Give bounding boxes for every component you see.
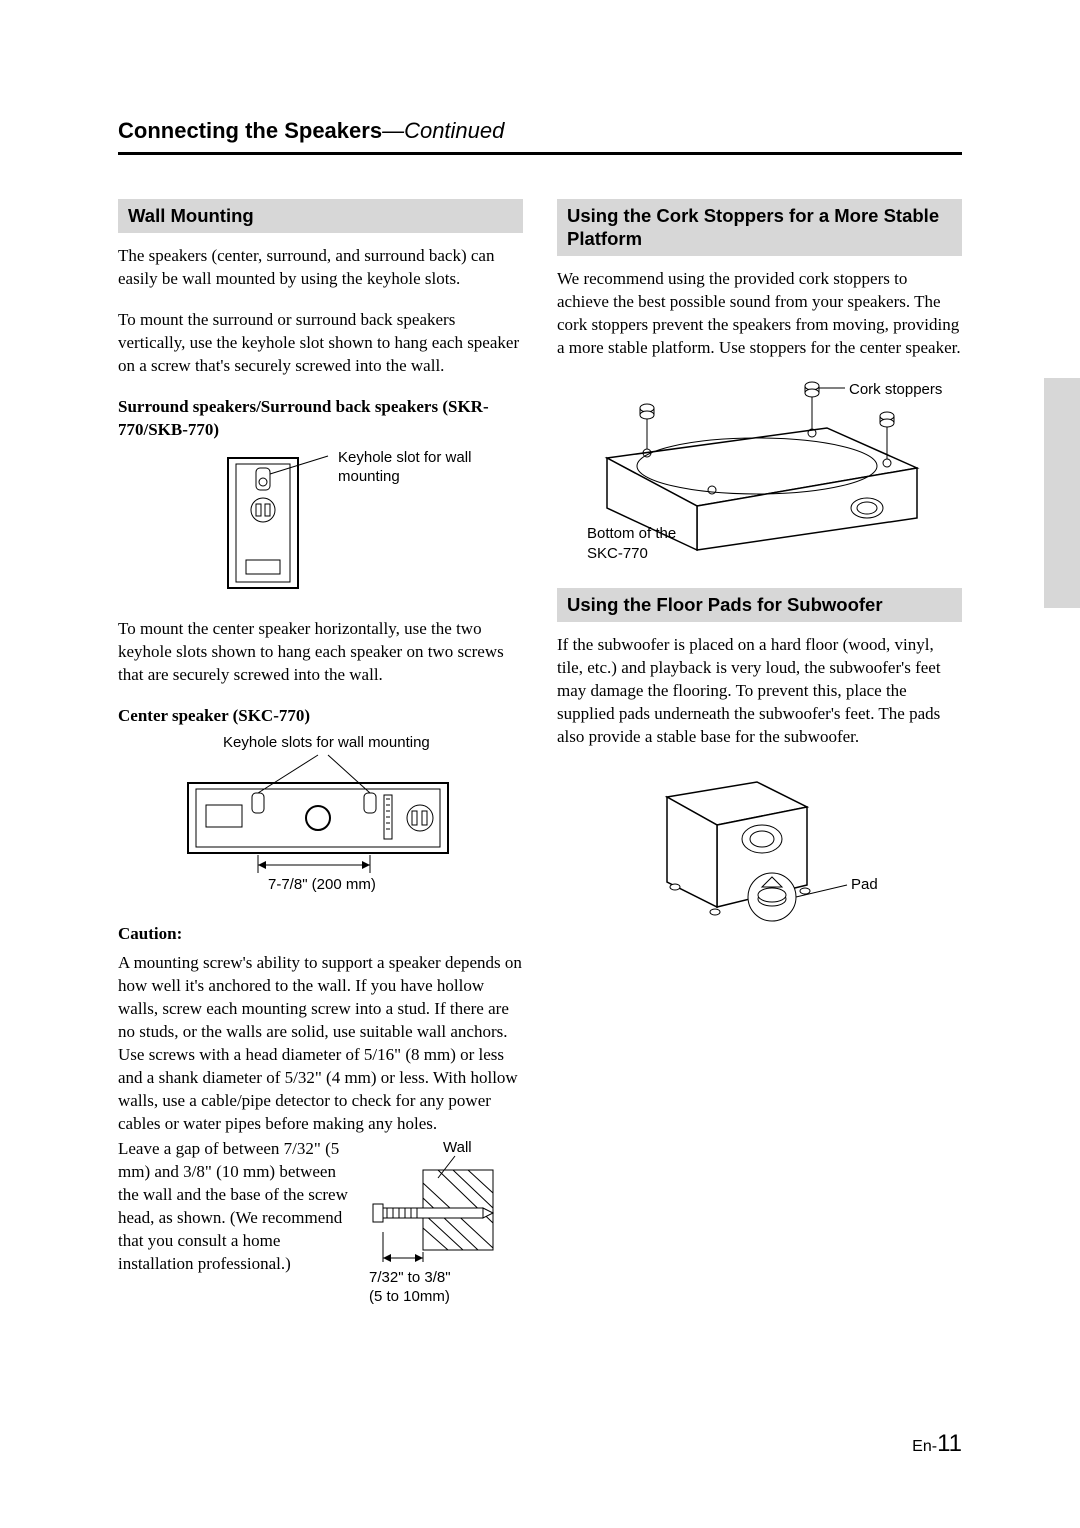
left-column: Wall Mounting The speakers (center, surr… [118, 199, 523, 1308]
caution-p2: Leave a gap of between 7/32" (5 mm) and … [118, 1138, 351, 1290]
cork-label: Cork stoppers [849, 380, 942, 400]
pad-label: Pad [851, 875, 878, 895]
figure-cork-stoppers: Cork stoppers Bottom of the SKC-770 [567, 378, 962, 568]
figure-wall-gap: Wall [363, 1138, 523, 1308]
wall-p3: To mount the center speaker horizontally… [118, 618, 523, 687]
wall-label: Wall [443, 1138, 472, 1158]
cork-p1: We recommend using the provided cork sto… [557, 268, 962, 360]
center-dim-label: 7-7/8" (200 mm) [268, 875, 376, 895]
title-rule [118, 152, 962, 155]
right-column: Using the Cork Stoppers for a More Stabl… [557, 199, 962, 1308]
section-wall-mounting: Wall Mounting [118, 199, 523, 233]
figure-surround-speaker: Keyhole slot for wall mounting [218, 448, 523, 598]
page-title-continued: —Continued [382, 118, 504, 143]
pads-p1: If the subwoofer is placed on a hard flo… [557, 634, 962, 749]
columns: Wall Mounting The speakers (center, surr… [118, 199, 962, 1308]
section-floor-pads: Using the Floor Pads for Subwoofer [557, 588, 962, 622]
caution-heading: Caution: [118, 923, 523, 946]
keyhole-slots-label: Keyhole slots for wall mounting [223, 733, 430, 753]
screw-gap-block: Leave a gap of between 7/32" (5 mm) and … [118, 1138, 523, 1308]
page-number: En-11 [912, 1430, 962, 1458]
page-title: Connecting the Speakers—Continued [118, 118, 962, 150]
center-heading: Center speaker (SKC-770) [118, 705, 523, 728]
gap-dim-label: 7/32" to 3/8" (5 to 10mm) [369, 1268, 451, 1307]
caution-p1: A mounting screw's ability to support a … [118, 952, 523, 1136]
side-tab [1044, 378, 1080, 608]
bottom-label: Bottom of the SKC-770 [587, 524, 676, 563]
page-title-main: Connecting the Speakers [118, 118, 382, 143]
keyhole-label: Keyhole slot for wall mounting [338, 448, 498, 487]
figure-subwoofer-pad: Pad [637, 767, 962, 927]
page-number-value: 11 [937, 1430, 962, 1457]
wall-p1: The speakers (center, surround, and surr… [118, 245, 523, 291]
page-number-prefix: En- [912, 1438, 937, 1455]
figure-center-speaker: Keyhole slots for wall mounting [168, 733, 523, 903]
wall-p2: To mount the surround or surround back s… [118, 309, 523, 378]
section-cork-stoppers: Using the Cork Stoppers for a More Stabl… [557, 199, 962, 256]
page: Connecting the Speakers—Continued Wall M… [0, 0, 1080, 1528]
subwoofer-diagram-icon [637, 767, 937, 927]
surround-heading: Surround speakers/Surround back speakers… [118, 396, 523, 442]
